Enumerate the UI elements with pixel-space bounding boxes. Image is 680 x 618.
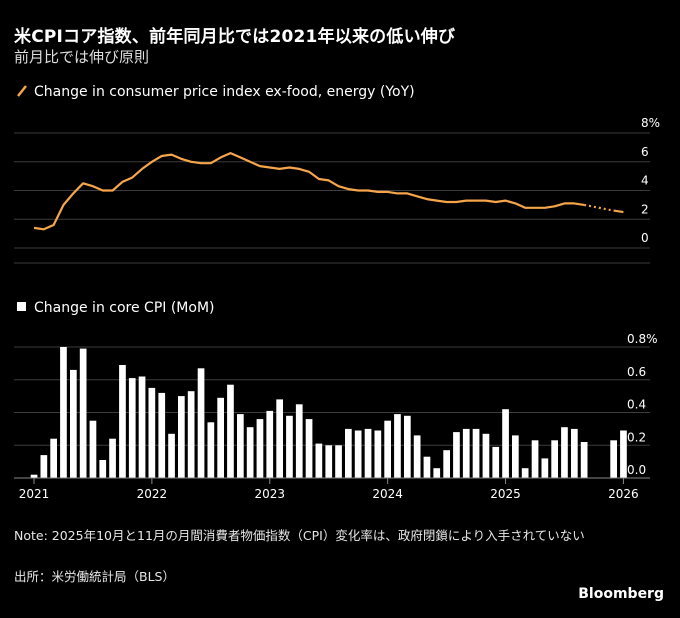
line-y-tick-label: 0: [641, 231, 649, 245]
core-cpi-mom-bar: [256, 419, 264, 478]
core-cpi-mom-bar: [128, 378, 136, 478]
core-cpi-mom-bar: [119, 365, 126, 478]
core-cpi-mom-bar: [138, 376, 146, 478]
core-cpi-mom-bar: [207, 422, 215, 478]
core-cpi-mom-bar: [404, 415, 411, 478]
core-cpi-mom-bar: [620, 430, 627, 478]
core-cpi-mom-bar: [178, 396, 185, 478]
core-cpi-mom-bar: [394, 414, 401, 478]
chart-canvas: Change in consumer price index ex-food, …: [14, 84, 660, 501]
core-cpi-mom-bar: [423, 456, 431, 478]
core-cpi-mom-bar: [492, 446, 500, 478]
footnote: Note: 2025年10月と11月の月間消費者物価指数（CPI）変化率は、政府…: [14, 528, 585, 543]
bar-y-tick-label: 0.6: [627, 365, 646, 379]
core-cpi-mom-bar: [571, 428, 578, 478]
core-cpi-mom-bar: [79, 348, 87, 478]
core-cpi-mom-bar: [325, 445, 333, 479]
cpi-yoy-line-recent: [613, 209, 624, 214]
core-cpi-mom-bar: [30, 474, 38, 478]
line-chart: 8% 6 4 2 0: [14, 116, 660, 264]
core-cpi-mom-bar: [453, 432, 460, 478]
core-cpi-mom-bar: [148, 387, 156, 478]
core-cpi-mom-bar: [531, 440, 539, 478]
core-cpi-mom-bar: [364, 428, 372, 478]
core-cpi-mom-bar: [70, 369, 77, 478]
x-tick-label: 2022: [137, 487, 168, 501]
core-cpi-mom-bar: [60, 347, 67, 478]
core-cpi-mom-bar: [217, 397, 224, 478]
core-cpi-mom-bar: [50, 438, 57, 478]
line-y-tick-label: 8%: [641, 116, 660, 130]
bar-legend-swatch: [17, 302, 26, 311]
line-y-tick-label: 6: [641, 145, 649, 159]
core-cpi-mom-bar: [580, 442, 588, 478]
core-cpi-mom-bar: [354, 430, 362, 478]
source-text: 出所：米労働統計局（BLS）: [14, 569, 175, 584]
line-y-tick-label: 2: [641, 202, 649, 216]
core-cpi-mom-bar: [512, 435, 519, 478]
line-legend: Change in consumer price index ex-food, …: [17, 84, 415, 100]
line-y-tick-label: 4: [641, 174, 649, 188]
core-cpi-mom-bar: [187, 391, 195, 478]
bar-y-tick-label: 0.8%: [627, 332, 658, 346]
core-cpi-mom-bar: [374, 430, 382, 478]
core-cpi-mom-bar: [315, 443, 323, 478]
line-legend-label: Change in consumer price index ex-food, …: [34, 84, 415, 100]
bar-y-tick-label: 0.2: [627, 430, 646, 444]
core-cpi-mom-bar: [99, 460, 107, 478]
core-cpi-mom-bar: [433, 468, 441, 478]
core-cpi-mom-bar: [227, 384, 234, 478]
x-tick-label: 2024: [372, 487, 403, 501]
core-cpi-mom-bar: [40, 455, 48, 478]
core-cpi-mom-bar: [276, 399, 283, 478]
core-cpi-mom-bar: [610, 440, 617, 478]
x-tick-label: 2026: [608, 487, 639, 501]
line-legend-swatch: [17, 85, 27, 97]
bar-chart: 0.8% 0.6 0.4 0.2 0.0 2021 2022 2023 2024 2025 2026: [14, 332, 658, 501]
bar-legend-label: Change in core CPI (MoM): [34, 300, 214, 316]
core-cpi-mom-bar: [266, 410, 274, 478]
core-cpi-mom-bar: [237, 414, 244, 478]
bloomberg-logo: Bloomberg: [578, 586, 664, 602]
core-cpi-mom-bar: [551, 440, 558, 478]
chart-subtitle: 前月比では伸び原則: [14, 48, 150, 66]
x-tick-label: 2025: [490, 487, 521, 501]
core-cpi-mom-bar: [305, 419, 313, 478]
core-cpi-mom-bar: [335, 445, 342, 479]
core-cpi-mom-bar: [482, 433, 490, 478]
core-cpi-mom-bar: [89, 420, 97, 478]
core-cpi-mom-bar: [197, 368, 205, 478]
bar-y-tick-label: 0.4: [627, 398, 646, 412]
core-cpi-mom-bar: [472, 428, 480, 478]
core-cpi-mom-bar: [384, 420, 391, 478]
cpi-yoy-dotted-gap: [583, 203, 614, 212]
core-cpi-mom-bar: [109, 438, 116, 478]
core-cpi-mom-bar: [561, 427, 568, 478]
bar-legend: Change in core CPI (MoM): [17, 300, 214, 316]
core-cpi-mom-bar: [168, 433, 175, 478]
core-cpi-mom-bar: [286, 415, 293, 478]
x-tick-label: 2023: [254, 487, 285, 501]
core-cpi-mom-bar: [158, 392, 166, 478]
core-cpi-mom-bar: [246, 427, 254, 478]
core-cpi-mom-bar: [502, 409, 509, 478]
core-cpi-mom-bar: [413, 435, 421, 478]
cpi-yoy-line: [33, 152, 585, 231]
core-cpi-mom-bar: [541, 458, 549, 478]
chart-title: 米CPIコア指数、前年同月比では2021年以来の低い伸び: [14, 27, 456, 47]
bar-y-tick-label: 0.0: [627, 463, 646, 477]
x-tick-label: 2021: [19, 487, 50, 501]
core-cpi-mom-bar: [345, 428, 352, 478]
core-cpi-mom-bar: [443, 450, 450, 478]
core-cpi-mom-bar: [295, 404, 303, 478]
core-cpi-mom-bar: [462, 428, 470, 478]
core-cpi-mom-bar: [521, 468, 529, 478]
